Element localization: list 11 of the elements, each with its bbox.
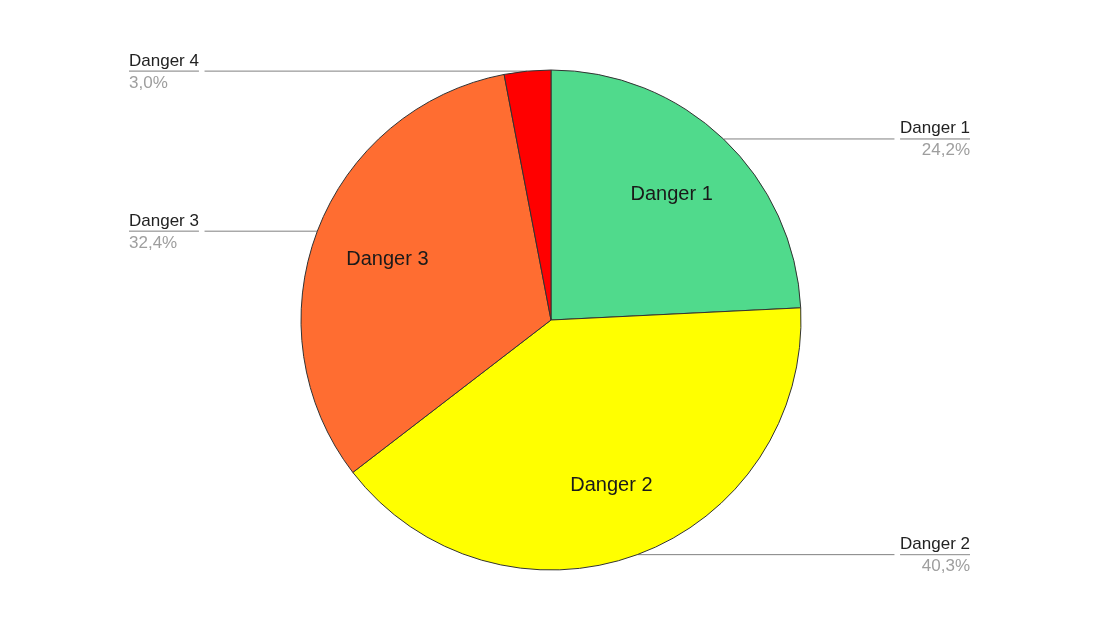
data-label: 24,2% — [921, 140, 970, 160]
slice-label: Danger 3 — [129, 210, 199, 230]
data-label: 3,0% — [129, 72, 168, 92]
data-label: 40,3% — [921, 556, 970, 576]
slice-label: Danger 4 — [129, 50, 199, 70]
data-label: 32,4% — [129, 232, 178, 252]
slice-label: Danger 1 — [900, 118, 970, 138]
slice-label: Danger 3 — [346, 246, 429, 269]
slice-label: Danger 2 — [900, 534, 970, 554]
slice-label: Danger 2 — [570, 473, 653, 496]
slice-label: Danger 1 — [630, 182, 713, 205]
